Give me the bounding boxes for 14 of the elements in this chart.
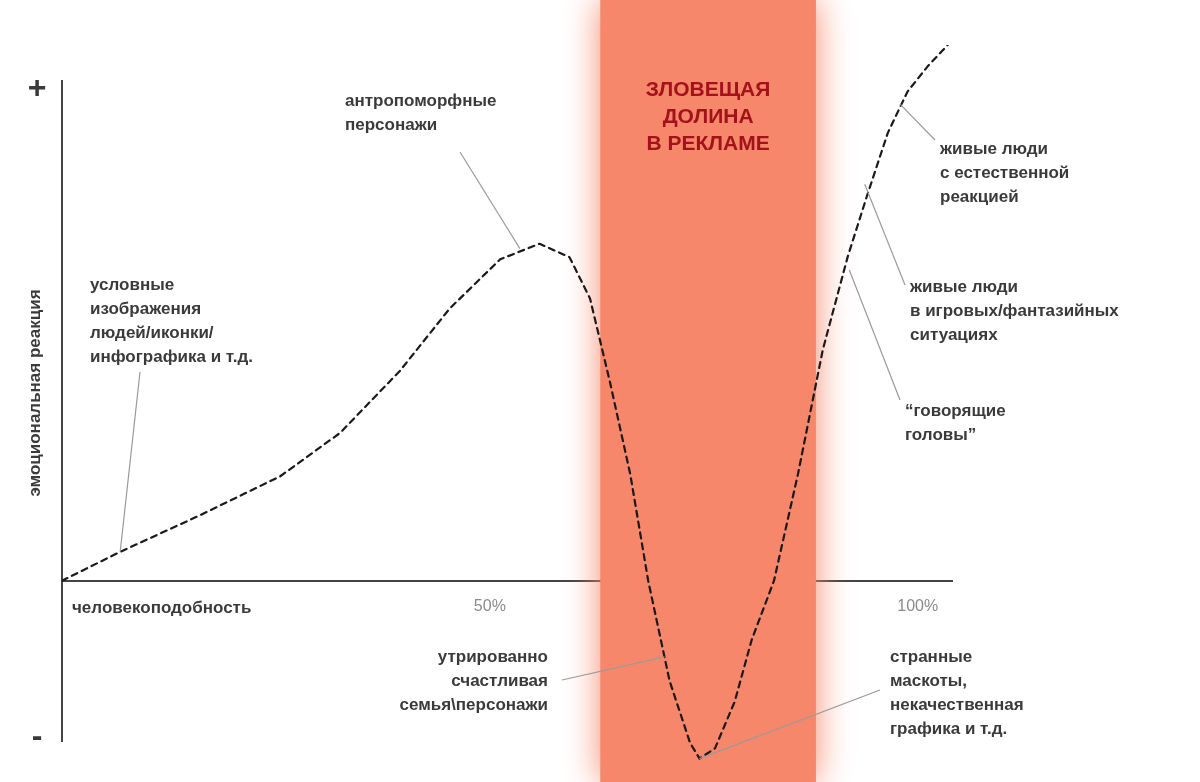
text: + bbox=[27, 69, 47, 105]
x-axis-title: человекоподобность bbox=[72, 597, 252, 617]
band-label: ЗЛОВЕЩАЯ ДОЛИНА В РЕКЛАМЕ bbox=[645, 77, 771, 155]
text: - bbox=[31, 717, 43, 753]
x-tick-label: 50% bbox=[473, 596, 506, 614]
annotation: утрированно счастливая семья\персонажи bbox=[399, 647, 548, 714]
annotation: живые люди с естественной реакцией bbox=[939, 139, 1070, 206]
annotation: “говорящие головы” bbox=[905, 401, 1006, 444]
x-tick-label: 100% bbox=[897, 596, 939, 614]
annotation: условные изображения людей/иконки/ инфографика и т.д. bbox=[90, 275, 253, 366]
annotation: антропоморфные персонажи bbox=[345, 91, 497, 134]
annotation: странные маскоты, некачественная графика и т.д. bbox=[890, 647, 1024, 738]
y-axis-title: эмоциональная реакция bbox=[25, 289, 44, 497]
annotation: живые люди в игровых/фантазийных ситуациях bbox=[909, 277, 1120, 344]
